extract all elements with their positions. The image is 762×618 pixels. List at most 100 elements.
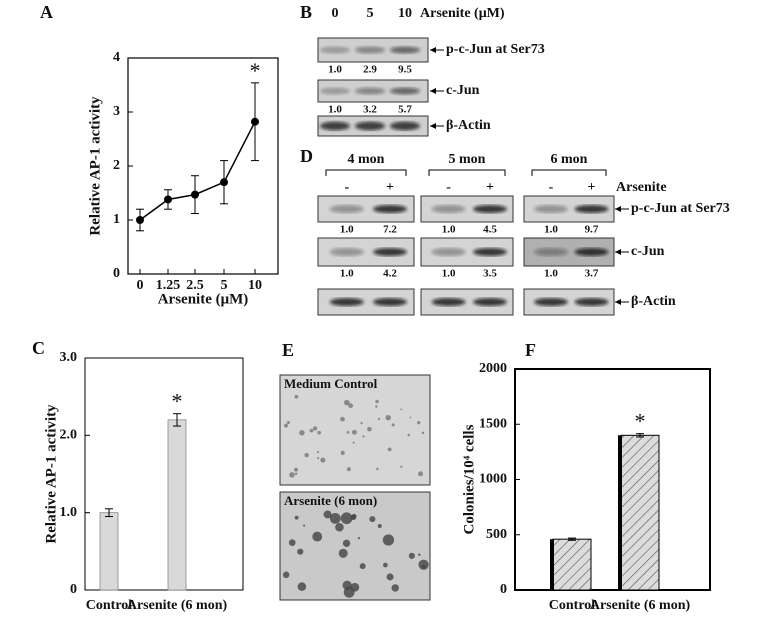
colony xyxy=(288,539,296,546)
y-tick-label: 1.0 xyxy=(60,505,78,520)
blot-band xyxy=(390,121,420,131)
blot-band xyxy=(320,121,350,131)
panel-letter: C xyxy=(32,338,45,358)
group-label: 4 mon xyxy=(348,152,385,167)
blot-band xyxy=(390,46,420,54)
colony xyxy=(282,571,290,579)
blot-band xyxy=(431,298,466,306)
plot-frame xyxy=(514,368,711,591)
colony xyxy=(377,523,382,528)
significance-mark: * xyxy=(635,409,646,434)
panel-letter: A xyxy=(40,2,53,22)
colony xyxy=(400,465,403,468)
colony xyxy=(297,548,304,555)
colony xyxy=(352,441,355,444)
y-tick-label: 1000 xyxy=(479,472,507,487)
bar xyxy=(167,419,187,591)
x-tick-label: Control xyxy=(86,598,133,613)
colony xyxy=(387,447,392,452)
colony xyxy=(351,429,357,435)
colony xyxy=(340,450,345,455)
blot-band xyxy=(534,298,568,306)
blot-band xyxy=(574,298,609,306)
x-tick-label: Arsenite (6 mon) xyxy=(590,598,691,613)
colony xyxy=(357,537,360,540)
blot-band xyxy=(373,298,407,306)
colony xyxy=(346,431,350,434)
quant-value: 9.7 xyxy=(585,224,599,236)
colony xyxy=(316,451,320,454)
significance-mark: * xyxy=(250,58,261,83)
group-bracket xyxy=(325,169,407,176)
y-tick-label: 0 xyxy=(70,582,77,597)
blot-band xyxy=(329,248,364,256)
x-tick-label: Control xyxy=(549,598,596,613)
panel-letter: E xyxy=(282,340,294,360)
colony xyxy=(304,452,309,458)
lane-sign: - xyxy=(549,180,554,195)
y-axis-label: Relative AP-1 activity xyxy=(87,96,103,236)
y-axis-label: Relative AP-1 activity xyxy=(43,404,59,544)
x-tick-label: 5 xyxy=(221,278,228,293)
quant-value: 1.0 xyxy=(328,104,342,116)
colony xyxy=(360,421,363,425)
colony xyxy=(294,472,298,476)
lane-label: 5 xyxy=(367,6,374,21)
colony xyxy=(421,431,425,435)
colony xyxy=(418,559,429,570)
lane-sign: + xyxy=(486,180,494,195)
blot-band xyxy=(574,205,609,213)
quant-value: 1.0 xyxy=(328,64,342,76)
y-tick-label: 500 xyxy=(486,527,507,542)
blot-band xyxy=(473,248,507,256)
blot-band xyxy=(473,298,507,306)
colony xyxy=(303,524,306,527)
colony xyxy=(418,553,421,556)
row-label: β-Actin xyxy=(446,118,491,133)
colony xyxy=(329,512,341,524)
colony xyxy=(385,414,391,421)
lane-sign: + xyxy=(588,180,596,195)
arrow-head xyxy=(430,123,436,129)
colony xyxy=(338,548,348,558)
group-label: 5 mon xyxy=(449,152,486,167)
lane-sign: - xyxy=(344,180,349,195)
significance-mark: * xyxy=(172,389,183,414)
colony xyxy=(317,430,321,435)
colony xyxy=(294,515,299,520)
colony xyxy=(382,534,395,546)
quant-value: 1.0 xyxy=(442,224,456,236)
group-bracket xyxy=(531,169,607,176)
blot-band xyxy=(574,248,609,256)
blot-band xyxy=(473,205,507,213)
quant-value: 2.9 xyxy=(363,64,377,76)
quant-value: 3.2 xyxy=(363,104,377,116)
blot-band xyxy=(373,248,407,256)
arrow-head xyxy=(430,47,436,53)
y-tick-label: 2000 xyxy=(479,361,507,376)
quant-value: 1.0 xyxy=(340,224,354,236)
colony xyxy=(348,403,354,409)
panel-letter: D xyxy=(300,146,313,166)
colony xyxy=(362,435,365,438)
blot-band xyxy=(431,205,466,213)
x-tick-label: 1.25 xyxy=(156,278,181,293)
blot-band xyxy=(329,205,364,213)
colony xyxy=(376,467,379,471)
arrow-head xyxy=(430,88,436,94)
colony xyxy=(340,512,353,525)
group-label: 6 mon xyxy=(551,152,588,167)
colony xyxy=(297,582,307,591)
bar xyxy=(99,512,119,591)
group-bracket xyxy=(428,169,506,176)
lane-label: 10 xyxy=(398,6,412,21)
row-label: c-Jun xyxy=(631,244,665,259)
y-tick-label: 4 xyxy=(113,50,120,65)
colony xyxy=(294,467,298,472)
quant-value: 1.0 xyxy=(544,224,558,236)
colony xyxy=(346,467,351,472)
colony xyxy=(417,420,421,425)
colony xyxy=(407,433,411,437)
lane-sign: + xyxy=(386,180,394,195)
